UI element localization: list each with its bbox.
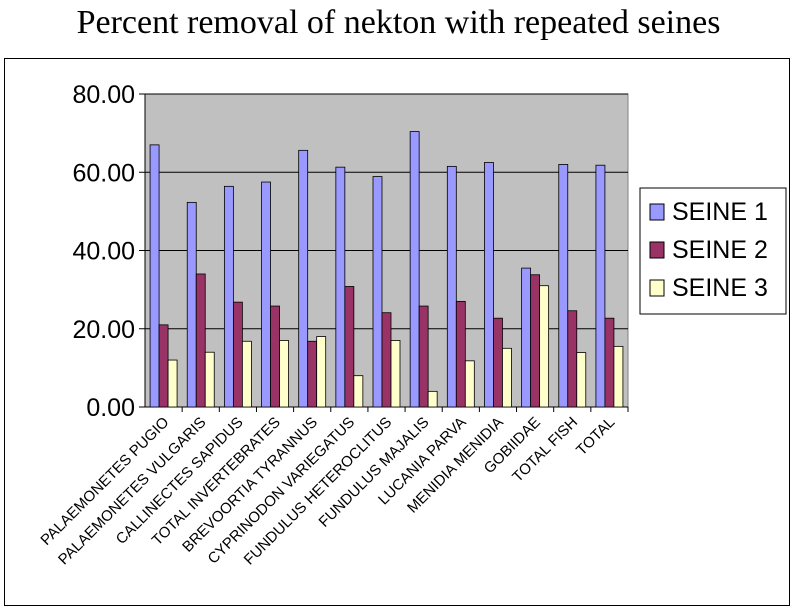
bar: [455, 300, 466, 408]
bar: [232, 301, 243, 408]
bar: [167, 359, 178, 408]
bar: [270, 305, 280, 408]
bar: [613, 345, 624, 408]
bar: [539, 285, 550, 408]
bar: [530, 274, 541, 408]
legend-label: SEINE 1: [672, 198, 768, 226]
chart-title: Percent removal of nekton with repeated …: [76, 4, 721, 41]
bar: [335, 166, 346, 408]
y-tick-label: 80.00: [72, 81, 135, 109]
chart-frame: [4, 58, 790, 606]
bar: [418, 305, 429, 408]
legend-swatch: [649, 203, 665, 221]
bar: [195, 273, 206, 408]
bar: [427, 390, 438, 408]
bar: [158, 324, 169, 408]
legend-swatch: [649, 241, 665, 259]
legend-label: SEINE 3: [672, 274, 768, 302]
bar: [521, 267, 532, 408]
bar: [558, 164, 569, 408]
bar: [576, 352, 587, 408]
bar: [316, 336, 327, 408]
bar: [464, 360, 475, 408]
bar: [595, 164, 606, 408]
legend-label: SEINE 2: [672, 236, 768, 264]
bar: [298, 149, 309, 408]
bar: [149, 144, 160, 408]
y-tick-label: 20.00: [72, 316, 135, 344]
bar: [484, 162, 494, 408]
x-tick-label: TOTAL: [573, 414, 618, 459]
bar: [186, 201, 197, 408]
bar: [567, 310, 578, 408]
bar: [493, 317, 503, 408]
y-tick-label: 40.00: [72, 238, 135, 266]
bar: [604, 317, 615, 408]
bar: [307, 340, 318, 408]
bar: [409, 131, 420, 408]
bar: [446, 165, 457, 408]
bar: [502, 347, 512, 408]
bar: [241, 340, 252, 408]
legend-swatch: [649, 279, 665, 297]
bar: [344, 286, 355, 408]
bar: [261, 181, 271, 408]
y-tick-label: 60.00: [72, 159, 135, 187]
bar: [372, 176, 383, 408]
bar: [223, 185, 234, 408]
bar: [390, 340, 401, 408]
bar: [204, 351, 215, 408]
y-tick-label: 0.00: [86, 394, 135, 422]
bar: [353, 375, 364, 408]
bar: [279, 340, 289, 408]
bar: [381, 312, 392, 408]
